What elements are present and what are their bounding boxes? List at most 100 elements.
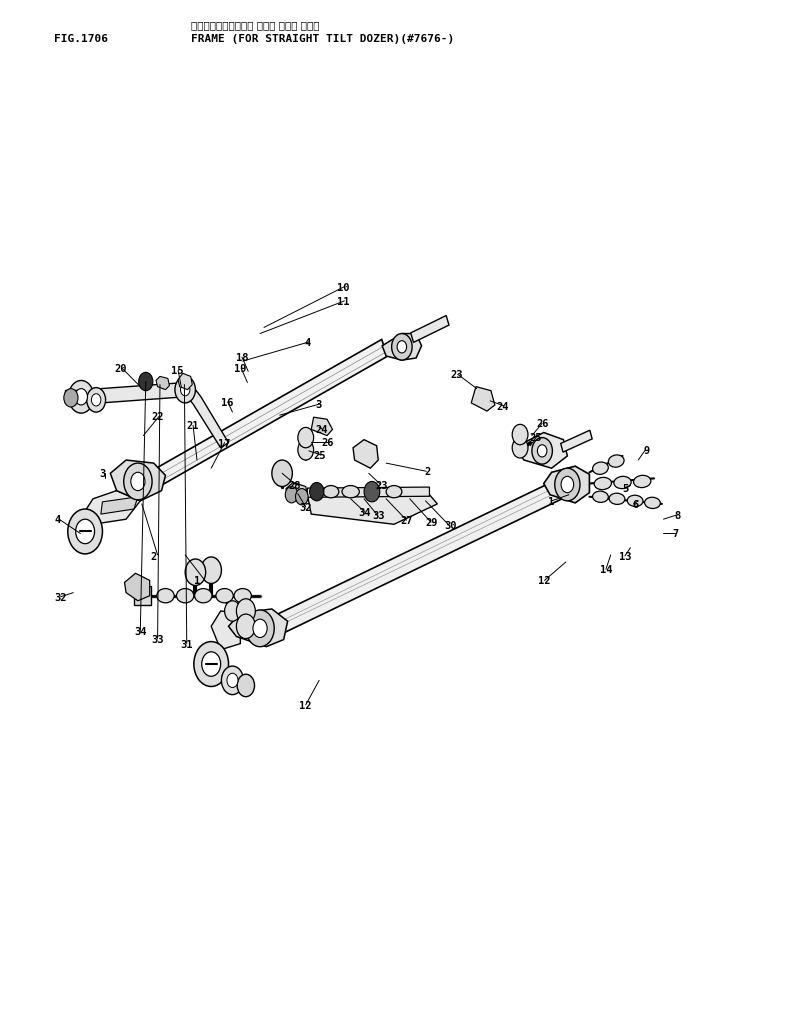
Ellipse shape <box>216 589 233 603</box>
Circle shape <box>69 381 94 414</box>
Text: 22: 22 <box>151 412 164 422</box>
Circle shape <box>298 440 314 461</box>
Text: 13: 13 <box>619 551 631 561</box>
Text: 1: 1 <box>194 576 200 586</box>
Circle shape <box>237 675 255 697</box>
Circle shape <box>272 461 292 487</box>
Text: 10: 10 <box>337 282 350 292</box>
Text: 9: 9 <box>643 445 649 455</box>
Circle shape <box>512 425 528 445</box>
Text: 11: 11 <box>337 297 350 307</box>
Ellipse shape <box>195 589 212 603</box>
Circle shape <box>296 489 308 505</box>
Polygon shape <box>307 488 429 497</box>
Text: 34: 34 <box>134 627 147 637</box>
Circle shape <box>76 520 95 544</box>
Circle shape <box>236 614 255 639</box>
Ellipse shape <box>645 497 660 510</box>
Circle shape <box>124 464 152 500</box>
Circle shape <box>139 373 153 391</box>
Text: 12: 12 <box>299 700 312 710</box>
Text: 6: 6 <box>632 499 638 510</box>
Circle shape <box>537 445 547 458</box>
Polygon shape <box>87 383 185 405</box>
Text: 26: 26 <box>322 437 334 447</box>
Ellipse shape <box>608 455 624 468</box>
Text: FRAME (FOR STRAIGHT TILT DOZER)(#7676-): FRAME (FOR STRAIGHT TILT DOZER)(#7676-) <box>191 34 454 44</box>
Circle shape <box>364 482 380 502</box>
Text: 33: 33 <box>372 511 385 521</box>
Ellipse shape <box>609 493 625 505</box>
Polygon shape <box>353 440 378 469</box>
Text: 23: 23 <box>375 480 388 490</box>
Text: 5: 5 <box>622 483 628 493</box>
Circle shape <box>285 487 298 503</box>
Polygon shape <box>307 495 437 525</box>
Circle shape <box>68 510 102 554</box>
Text: 32: 32 <box>299 502 312 513</box>
Text: 31: 31 <box>180 639 193 649</box>
Text: 3: 3 <box>315 399 322 410</box>
Text: 28: 28 <box>288 480 301 490</box>
Polygon shape <box>411 316 449 343</box>
Polygon shape <box>156 377 169 390</box>
Ellipse shape <box>234 589 251 603</box>
Circle shape <box>512 438 528 459</box>
Text: 2: 2 <box>424 467 430 477</box>
Text: 16: 16 <box>221 397 234 408</box>
Text: 4: 4 <box>305 337 311 347</box>
Ellipse shape <box>634 476 651 488</box>
Polygon shape <box>185 387 229 448</box>
Polygon shape <box>113 340 388 510</box>
Circle shape <box>397 341 407 354</box>
Circle shape <box>75 389 87 406</box>
Ellipse shape <box>342 486 359 498</box>
Text: 33: 33 <box>151 634 164 644</box>
Polygon shape <box>561 431 592 452</box>
Text: 29: 29 <box>426 518 438 528</box>
Circle shape <box>225 601 240 622</box>
Text: 7: 7 <box>672 529 678 539</box>
Ellipse shape <box>593 491 608 503</box>
Polygon shape <box>65 390 77 404</box>
Text: 12: 12 <box>538 576 551 586</box>
Text: 2: 2 <box>151 551 157 561</box>
Text: 15: 15 <box>171 366 184 376</box>
Circle shape <box>185 559 206 586</box>
Circle shape <box>227 674 238 688</box>
Text: 32: 32 <box>54 592 67 602</box>
Text: 24: 24 <box>496 401 509 412</box>
Polygon shape <box>211 611 240 650</box>
Circle shape <box>202 652 221 677</box>
Text: FIG.1706: FIG.1706 <box>54 34 108 44</box>
Ellipse shape <box>386 486 402 498</box>
Ellipse shape <box>593 463 608 475</box>
Circle shape <box>194 642 229 687</box>
Text: 18: 18 <box>236 353 248 363</box>
Text: 25: 25 <box>530 432 542 442</box>
Circle shape <box>392 334 412 361</box>
Text: 19: 19 <box>234 364 247 374</box>
Polygon shape <box>519 433 567 469</box>
Text: 30: 30 <box>444 521 457 531</box>
Ellipse shape <box>177 589 194 603</box>
Text: 23: 23 <box>451 370 463 380</box>
Polygon shape <box>258 475 574 643</box>
Circle shape <box>64 389 78 408</box>
Polygon shape <box>229 609 288 647</box>
Polygon shape <box>125 574 150 601</box>
Polygon shape <box>110 461 165 501</box>
Polygon shape <box>544 467 589 503</box>
Circle shape <box>246 610 274 647</box>
Circle shape <box>253 620 267 638</box>
Polygon shape <box>382 334 422 361</box>
Ellipse shape <box>627 495 643 507</box>
Text: 1: 1 <box>548 496 555 506</box>
Text: 24: 24 <box>315 425 328 435</box>
Polygon shape <box>311 418 333 436</box>
Ellipse shape <box>594 478 611 490</box>
Polygon shape <box>286 483 307 502</box>
Circle shape <box>555 469 580 501</box>
Circle shape <box>175 377 195 404</box>
Text: 25: 25 <box>314 450 326 461</box>
